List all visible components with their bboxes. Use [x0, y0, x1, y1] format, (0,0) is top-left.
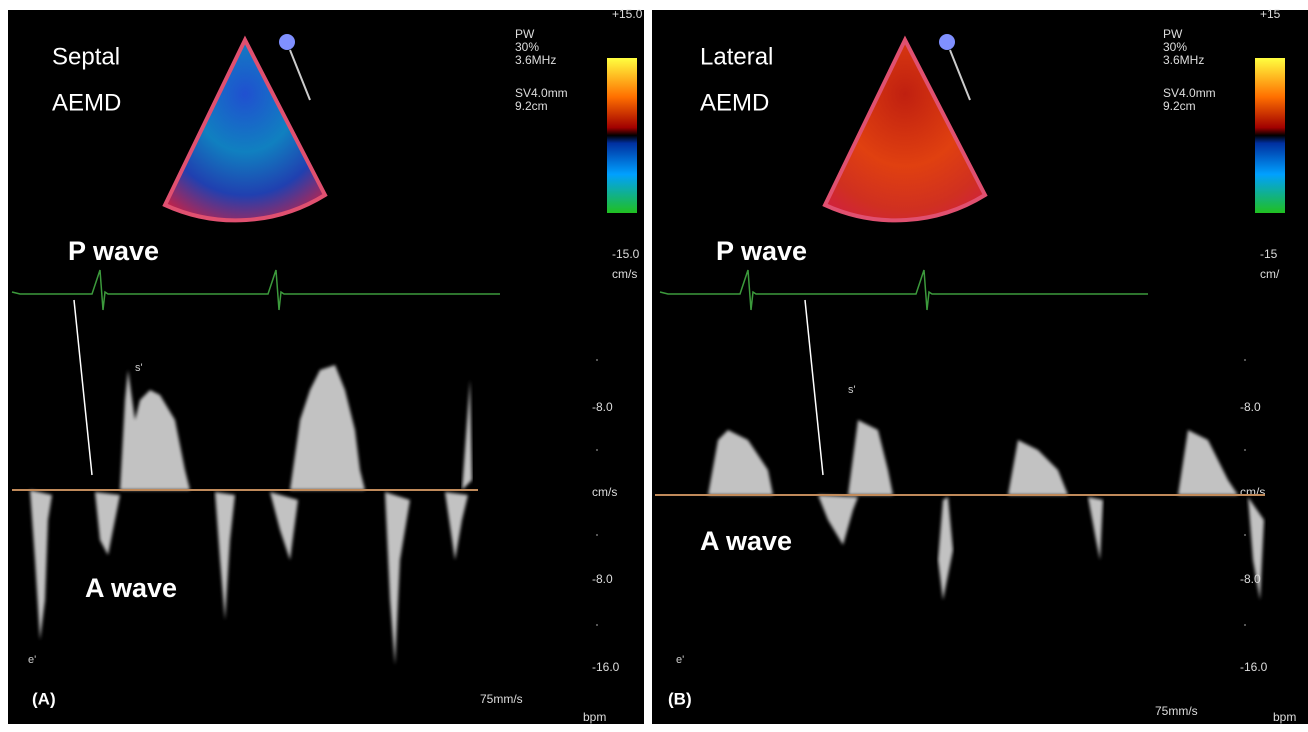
- probe-stick: [949, 49, 971, 101]
- doppler-signal: [215, 492, 235, 620]
- setting: SV4.0mm: [1163, 86, 1216, 100]
- heart-rate: bpm: [1273, 710, 1296, 724]
- setting: 30%: [1163, 40, 1187, 54]
- panel-label: (A): [32, 689, 56, 708]
- a-wave-label: A wave: [700, 526, 792, 556]
- site-label: Septal: [52, 43, 120, 70]
- doppler-signal: [818, 495, 858, 545]
- setting: 9.2cm: [515, 99, 548, 113]
- doppler-signal: [270, 492, 298, 560]
- p-wave-label: P wave: [68, 236, 159, 266]
- doppler-signal: [385, 492, 410, 665]
- doppler-signal: [1248, 497, 1264, 600]
- doppler-signal: [938, 497, 953, 600]
- scale-label: cm/s: [1240, 485, 1265, 499]
- probe-icon: [279, 34, 295, 50]
- peak-label: e': [28, 654, 36, 666]
- scale-label: -8.0: [592, 400, 613, 414]
- echo-sector: [162, 35, 328, 223]
- doppler-signal: [445, 492, 468, 560]
- scale-label: +15: [1260, 7, 1281, 21]
- heart-rate: bpm: [583, 710, 606, 724]
- doppler-signal: [848, 420, 893, 495]
- doppler-signal: [1088, 497, 1103, 560]
- site-label: Lateral: [700, 43, 773, 70]
- peak-label: s': [135, 362, 143, 374]
- scale-label: -15.0: [612, 247, 640, 261]
- panel-a-bg: [8, 10, 644, 724]
- echo-sector: [822, 35, 988, 223]
- doppler-signal: [290, 365, 365, 490]
- doppler-signal: [95, 492, 120, 555]
- setting: SV4.0mm: [515, 86, 568, 100]
- scale-label: cm/: [1260, 267, 1280, 281]
- site-label: AEMD: [52, 89, 121, 116]
- doppler-signal: [708, 430, 773, 495]
- ecg-trace: [659, 269, 1148, 311]
- setting: 3.6MHz: [515, 53, 556, 67]
- doppler-signal: [1008, 440, 1068, 495]
- scale-label: +15.0: [612, 7, 643, 21]
- peak-label: e': [676, 654, 684, 666]
- a-wave-label: A wave: [85, 573, 177, 603]
- color-bar: [607, 58, 637, 213]
- p-wave-label: P wave: [716, 236, 807, 266]
- interval-arrow: [804, 299, 824, 476]
- doppler-signal: [462, 380, 472, 490]
- scale-label: -16.0: [1240, 660, 1268, 674]
- scale-label: cm/s: [612, 267, 637, 281]
- peak-label: s': [848, 384, 856, 396]
- setting: 9.2cm: [1163, 99, 1196, 113]
- doppler-signal: [120, 370, 190, 490]
- scale-label: -8.0: [592, 572, 613, 586]
- ecg-trace: [11, 269, 500, 311]
- scale-label: cm/s: [592, 485, 617, 499]
- site-label: AEMD: [700, 89, 769, 116]
- interval-arrow: [73, 299, 93, 476]
- probe-icon: [939, 34, 955, 50]
- color-bar: [1255, 58, 1285, 213]
- doppler-signal: [1178, 430, 1238, 495]
- setting: 30%: [515, 40, 539, 54]
- sweep-speed: 75mm/s: [1155, 704, 1198, 718]
- scale-label: -8.0: [1240, 400, 1261, 414]
- panel-b-bg: [652, 10, 1308, 724]
- sweep-speed: 75mm/s: [480, 692, 523, 706]
- setting: PW: [515, 27, 535, 41]
- doppler-signal: [30, 490, 52, 640]
- setting: 3.6MHz: [1163, 53, 1204, 67]
- scale-label: -16.0: [592, 660, 620, 674]
- setting: PW: [1163, 27, 1183, 41]
- panel-label: (B): [668, 689, 692, 708]
- probe-stick: [289, 49, 311, 101]
- scale-label: -15: [1260, 247, 1278, 261]
